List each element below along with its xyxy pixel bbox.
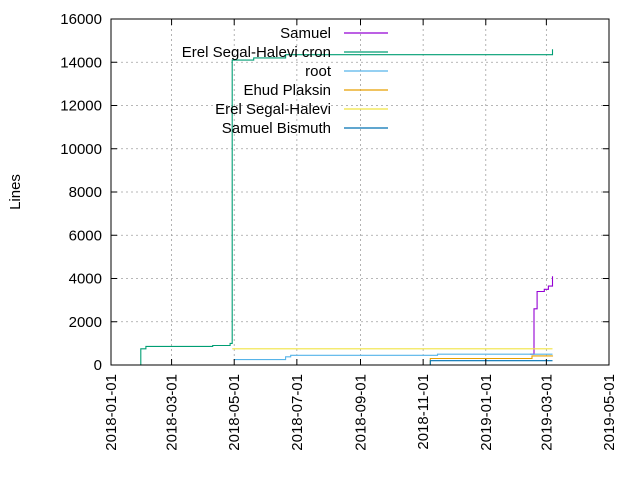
y-tick-label: 14000	[60, 54, 102, 71]
grid-lines	[111, 19, 609, 365]
y-tick-label: 6000	[69, 227, 102, 244]
x-tick-label: 2019-05-01	[601, 374, 618, 451]
legend: Samuel Erel Segal-Halevi cron root Ehud Pla…	[182, 25, 388, 137]
y-tick-label: 10000	[60, 141, 102, 158]
y-axis-label: Lines	[7, 174, 24, 210]
legend-label-3: Ehud Plaksin	[243, 82, 331, 99]
x-tick-label: 2018-09-01	[353, 374, 370, 451]
y-tick-label: 4000	[69, 271, 102, 288]
series-line-5	[427, 360, 553, 366]
series-line-0	[529, 276, 554, 355]
x-axis: 2018-01-01 2018-03-01 2018-05-01 2018-07-01…	[103, 19, 618, 451]
legend-label-1: Erel Segal-Halevi cron	[182, 44, 331, 61]
legend-label-5: Samuel Bismuth	[222, 120, 331, 137]
x-tick-label: 2018-11-01	[415, 374, 432, 450]
series-line-1	[139, 49, 554, 366]
legend-label-2: root	[305, 63, 332, 80]
legend-label-4: Erel Segal-Halevi	[215, 101, 331, 118]
x-tick-label: 2019-01-01	[478, 374, 495, 451]
series-line-2	[234, 353, 553, 361]
y-tick-label: 8000	[69, 184, 102, 201]
y-tick-label: 2000	[69, 314, 102, 331]
x-tick-label: 2018-07-01	[289, 374, 306, 451]
y-tick-label: 0	[94, 357, 102, 374]
y-tick-label: 16000	[60, 11, 102, 28]
y-axis: 0 2000 4000 6000 8000 10000 12000 14000 16000	[60, 11, 609, 374]
y-tick-label: 12000	[60, 98, 102, 115]
x-tick-label: 2018-01-01	[103, 374, 120, 451]
legend-label-0: Samuel	[280, 25, 331, 42]
x-tick-label: 2018-05-01	[226, 374, 243, 451]
series-lines	[139, 49, 554, 366]
x-tick-label: 2019-03-01	[538, 374, 555, 451]
x-tick-label: 2018-03-01	[164, 374, 181, 451]
